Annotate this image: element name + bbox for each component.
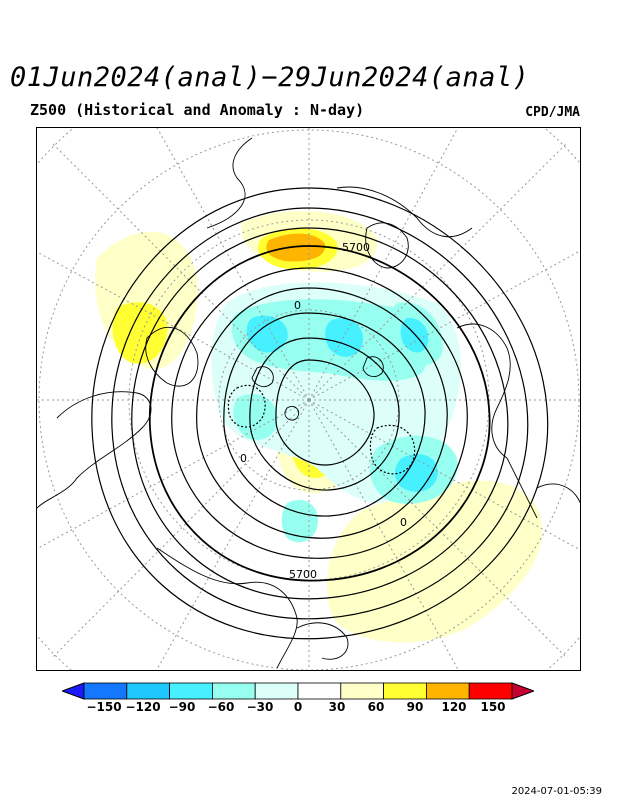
contour-label: 5700 xyxy=(289,568,317,581)
coastline-europe xyxy=(206,137,473,238)
colorbar-segment xyxy=(468,682,513,700)
colorbar-max-arrow xyxy=(511,682,534,700)
contour-5580 xyxy=(196,287,448,539)
zero-label: 0 xyxy=(400,516,407,529)
contour-5520 xyxy=(223,312,426,517)
zero-label: 0 xyxy=(240,452,247,465)
contour-5400 xyxy=(275,359,375,466)
map-canvas: 5700 5700 0 0 0 xyxy=(37,128,580,670)
contour-5880 xyxy=(91,187,549,640)
colorbar-segment xyxy=(340,682,384,700)
colorbar-segment xyxy=(297,682,342,700)
colorbar-labels: −150 −120 −90 −60 −30 0 30 60 90 120 150 xyxy=(62,700,534,716)
longitude-line xyxy=(37,399,310,550)
contour-5760 xyxy=(131,227,509,600)
colorbar-segment xyxy=(383,682,427,700)
anomaly-fill-pacific-light xyxy=(327,480,543,643)
colorbar-segment xyxy=(169,682,213,700)
contour-negative-dotted xyxy=(227,384,416,475)
longitude-line xyxy=(51,399,310,659)
colorbar-tick-label: −90 xyxy=(168,700,196,714)
colorbar-tick-label: 120 xyxy=(441,700,467,714)
coastline-north-america-east xyxy=(37,391,152,509)
contour-5700 xyxy=(149,245,491,582)
anomaly-fill-west-yellow xyxy=(112,302,168,364)
colorbar-segment xyxy=(211,682,256,700)
colorbar-tick-label: 90 xyxy=(406,700,424,714)
contour-5640 xyxy=(171,267,468,559)
anomaly-fill-arctic-cyan xyxy=(246,315,288,353)
colorbar-min-arrow xyxy=(62,682,85,700)
colorbar xyxy=(62,682,534,700)
longitude-line xyxy=(308,142,568,401)
longitude-line xyxy=(308,128,459,401)
coastlines xyxy=(37,137,580,669)
anomaly-fill-pacific-cyan xyxy=(394,454,438,492)
polar-map: 5700 5700 0 0 0 xyxy=(36,127,581,671)
contour-label: 5700 xyxy=(342,241,370,254)
chart-subtitle: Z500 (Historical and Anomaly : N-day) xyxy=(30,101,365,119)
colorbar-tick-label: −120 xyxy=(125,700,161,714)
timestamp: 2024-07-01-05:39 xyxy=(511,786,602,797)
coastline-asia-north xyxy=(456,323,511,459)
longitude-line xyxy=(37,251,310,401)
colorbar-segment xyxy=(83,682,128,700)
longitude-line xyxy=(51,142,310,401)
longitude-line xyxy=(308,399,568,659)
colorbar-tick-label: −60 xyxy=(207,700,235,714)
colorbar-tick-label: −30 xyxy=(246,700,274,714)
anomaly-fill-europe-light-blue xyxy=(233,394,277,440)
zero-label: 0 xyxy=(294,299,301,312)
coastline-north-america-west xyxy=(156,547,298,669)
contour-labels: 5700 5700 0 0 0 xyxy=(240,241,407,581)
coastline-scandinavia xyxy=(365,222,409,269)
colorbar-tick-label: 60 xyxy=(367,700,385,714)
chart-title: 01Jun2024(anal)−29Jun2024(anal) xyxy=(10,62,530,93)
lat-lon-grid xyxy=(37,128,580,670)
agency-label: CPD/JMA xyxy=(525,105,580,120)
contour-5820 xyxy=(111,207,529,620)
longitude-line xyxy=(156,399,310,670)
negative-anomaly-shading xyxy=(211,282,461,543)
colorbar-tick-label: 30 xyxy=(328,700,346,714)
colorbar-segment xyxy=(425,682,470,700)
colorbar-tick-label: 0 xyxy=(293,700,303,714)
colorbar-tick-label: −150 xyxy=(86,700,122,714)
colorbar-tick-label: 150 xyxy=(480,700,506,714)
contour-5460 xyxy=(249,337,400,491)
colorbar-segment xyxy=(126,682,171,700)
colorbar-segment xyxy=(254,682,299,700)
height-contours xyxy=(91,187,549,640)
coastline-alaska xyxy=(296,622,349,660)
coastline-east-asia xyxy=(506,457,580,519)
